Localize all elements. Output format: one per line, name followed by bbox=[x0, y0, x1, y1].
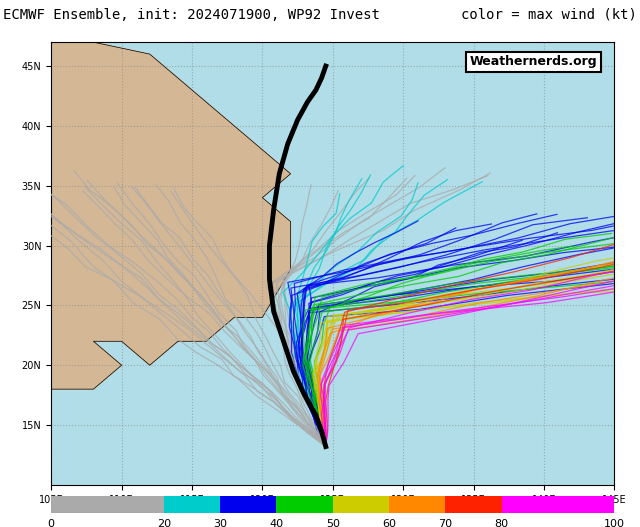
Bar bbox=[51, 496, 164, 513]
Text: 20: 20 bbox=[157, 519, 171, 527]
Text: 80: 80 bbox=[495, 519, 509, 527]
Text: 30: 30 bbox=[213, 519, 227, 527]
Text: 0: 0 bbox=[48, 519, 54, 527]
Polygon shape bbox=[51, 42, 291, 389]
Text: ECMWF Ensemble, init: 2024071900, WP92 Invest: ECMWF Ensemble, init: 2024071900, WP92 I… bbox=[3, 8, 380, 22]
Bar bbox=[502, 496, 614, 513]
Text: 50: 50 bbox=[326, 519, 340, 527]
Text: 100: 100 bbox=[604, 519, 625, 527]
Bar bbox=[164, 496, 220, 513]
Bar bbox=[276, 496, 333, 513]
Bar bbox=[333, 496, 389, 513]
FancyArrow shape bbox=[614, 496, 621, 513]
Text: Weathernerds.org: Weathernerds.org bbox=[470, 55, 598, 69]
Bar bbox=[445, 496, 502, 513]
Bar bbox=[220, 496, 276, 513]
Text: 60: 60 bbox=[382, 519, 396, 527]
Text: 70: 70 bbox=[438, 519, 452, 527]
Text: 40: 40 bbox=[269, 519, 284, 527]
Text: color = max wind (kt): color = max wind (kt) bbox=[461, 8, 637, 22]
Bar bbox=[389, 496, 445, 513]
FancyArrow shape bbox=[44, 496, 51, 513]
